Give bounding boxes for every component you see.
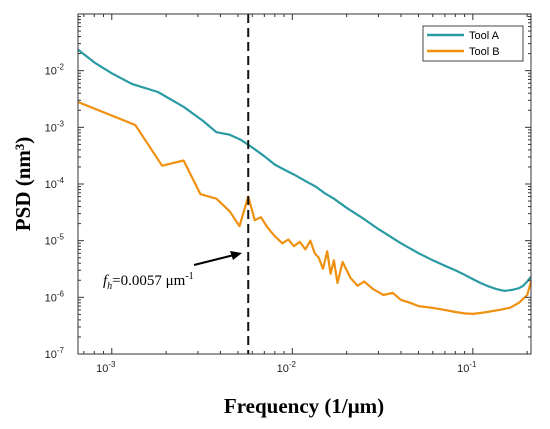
plot-area [78,14,531,354]
y-tick-label: 10-3 [45,119,65,134]
x-tick-label: 10-2 [277,360,297,375]
annotation-value: =0.0057 μm [112,273,186,289]
annotation-superscript: -1 [185,271,193,282]
legend-box [422,25,524,62]
y-tick-label: 10-2 [45,63,65,78]
legend: Tool A Tool B [422,25,524,62]
annotation-symbol: f [103,273,109,289]
annotation-arrow-shaft [193,254,235,266]
y-axis-title: PSD (nm³) [11,137,35,231]
x-tick-label: 10-3 [96,360,116,375]
y-axis-ticks: 10-7 10-6 10-5 10-4 10-3 10-2 [45,16,531,361]
legend-label-tool-a: Tool A [469,30,500,42]
x-tick-label: 10-1 [457,360,477,375]
y-tick-label: 10-7 [45,346,65,361]
y-tick-label: 10-6 [45,289,65,304]
annotation-subscript: h [107,281,112,292]
cutoff-annotation: fh=0.0057 μm-1 [103,271,194,292]
series-line-tool-a [77,48,532,292]
x-axis-ticks: 10-3 10-2 10-1 [83,14,528,375]
series-layer [77,48,533,315]
y-tick-label: 10-5 [45,233,65,248]
annotation-arrow-head [230,251,242,260]
legend-label-tool-b: Tool B [469,46,500,58]
y-tick-label: 10-4 [45,176,65,191]
series-line-tool-b [77,100,533,315]
x-axis-title: Frequency (1/μm) [224,394,384,418]
